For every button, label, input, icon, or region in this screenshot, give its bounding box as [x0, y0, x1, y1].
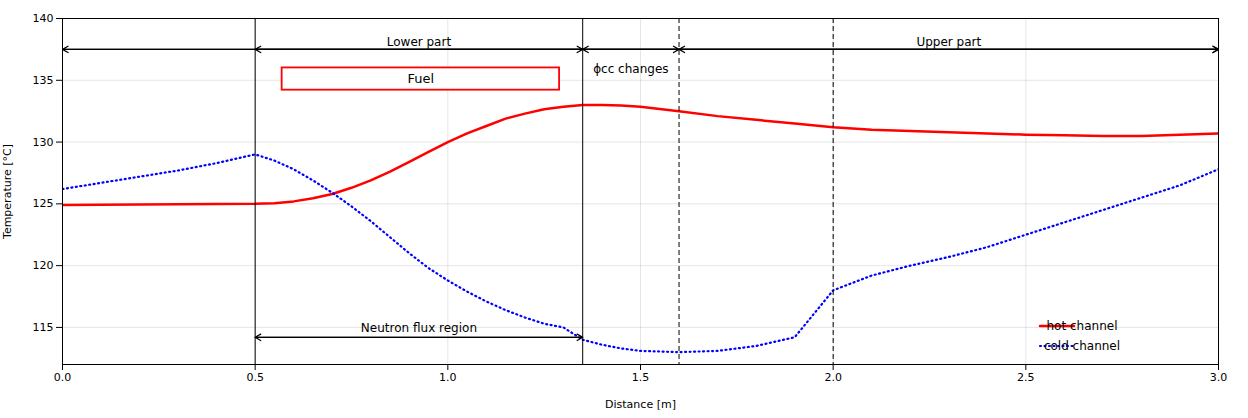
svg-text:cold channel: cold channel — [1044, 339, 1120, 353]
svg-text:0.5: 0.5 — [246, 371, 264, 384]
svg-text:125: 125 — [33, 197, 54, 210]
svg-text:130: 130 — [33, 136, 54, 149]
svg-text:140: 140 — [33, 12, 54, 25]
svg-text:120: 120 — [33, 259, 54, 272]
svg-text:1.0: 1.0 — [439, 371, 457, 384]
svg-text:1.5: 1.5 — [632, 371, 650, 384]
svg-text:Neutron flux region: Neutron flux region — [361, 321, 477, 335]
svg-text:0.0: 0.0 — [54, 371, 72, 384]
svg-text:3.0: 3.0 — [1210, 371, 1228, 384]
svg-text:Upper part: Upper part — [916, 35, 981, 49]
svg-text:hot channel: hot channel — [1047, 319, 1118, 333]
svg-text:Distance [m]: Distance [m] — [605, 398, 676, 411]
svg-text:ϕcc changes: ϕcc changes — [593, 62, 668, 76]
svg-text:2.0: 2.0 — [824, 371, 842, 384]
svg-text:Lower part: Lower part — [387, 35, 452, 49]
svg-text:2.5: 2.5 — [1017, 371, 1035, 384]
svg-text:Fuel: Fuel — [408, 71, 435, 86]
svg-text:135: 135 — [33, 74, 54, 87]
svg-text:115: 115 — [33, 321, 54, 334]
svg-text:Temperature [°C]: Temperature [°C] — [1, 144, 14, 240]
